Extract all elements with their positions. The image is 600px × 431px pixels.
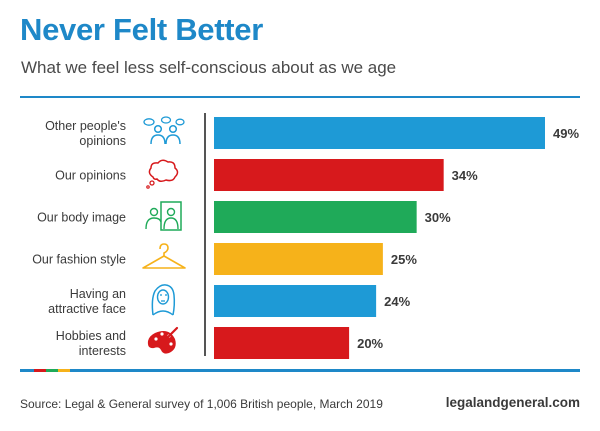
thought-bubble-icon [146, 159, 179, 189]
coat-hanger-icon [142, 243, 186, 269]
category-label: opinions [79, 134, 126, 148]
bar [214, 327, 350, 359]
bar [214, 159, 444, 191]
divider-segment [46, 369, 58, 372]
category-label: Our fashion style [32, 253, 126, 267]
category-label: Our opinions [55, 169, 126, 183]
bar-value-label: 20% [357, 336, 383, 351]
people-talking-icon [143, 116, 185, 145]
source-note: Source: Legal & General survey of 1,006 … [20, 397, 383, 411]
divider-segment [20, 369, 34, 372]
bar-value-label: 49% [553, 126, 579, 141]
face-portrait-icon [151, 284, 176, 316]
bottom-color-divider [20, 369, 580, 372]
divider-segment [70, 369, 580, 372]
mirror-icon [145, 201, 182, 231]
bar [214, 285, 377, 317]
category-label: attractive face [48, 302, 126, 316]
category-label: Our body image [37, 211, 126, 225]
chart-subtitle: What we feel less self-conscious about a… [21, 58, 397, 77]
paint-palette-icon [147, 326, 179, 354]
bar-value-label: 24% [384, 294, 410, 309]
bar [214, 117, 545, 149]
website-link[interactable]: legalandgeneral.com [445, 395, 580, 410]
divider-segment [34, 369, 46, 372]
bar [214, 201, 417, 233]
divider-segment [58, 369, 70, 372]
bar [214, 243, 383, 275]
category-label: interests [79, 344, 126, 358]
bar-value-label: 25% [391, 252, 417, 267]
top-divider [20, 96, 580, 98]
bar-value-label: 30% [425, 210, 451, 225]
category-label: Other people's [45, 119, 126, 133]
category-label: Hobbies and [56, 329, 126, 343]
category-label: Having an [70, 287, 126, 301]
bar-value-label: 34% [452, 168, 478, 183]
chart-title: Never Felt Better [20, 12, 263, 47]
